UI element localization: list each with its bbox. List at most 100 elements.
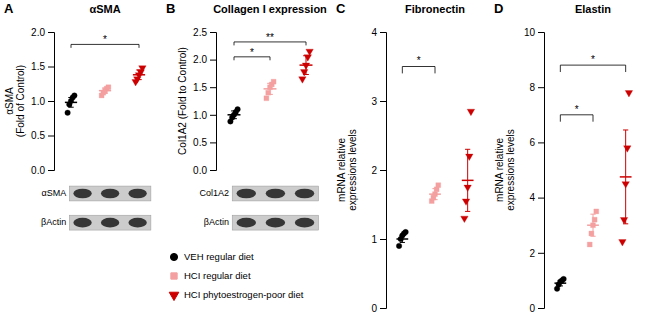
series [228, 107, 241, 125]
y-tick-label: 2 [529, 248, 535, 259]
y-tick-mark [48, 170, 54, 171]
y-axis: 0.00.51.01.52.0 [31, 27, 54, 176]
series [99, 85, 111, 98]
y-tick-mark [538, 142, 544, 143]
y-tick: 0.0 [31, 165, 54, 176]
y-axis-line [48, 33, 55, 171]
y-axis: 0 2 4 6 8 10 [524, 27, 545, 314]
title: αSMA [89, 3, 120, 15]
y-tick-label: 10 [524, 27, 536, 38]
series [429, 183, 441, 204]
y-tick-mark [380, 170, 386, 171]
blot: Col1A2βActin [199, 186, 318, 230]
point [464, 185, 471, 191]
panel-label: C [336, 1, 346, 16]
panel: BCollagen I expression0.00.51.01.52.02.5… [166, 1, 327, 301]
point [266, 90, 271, 95]
panel: AαSMA0.00.51.01.52.0αSMA(Fold of Control… [4, 1, 151, 230]
significance-label: ** [266, 32, 274, 43]
panel: DElastin0246810mRNA relativeexpressions … [494, 1, 633, 314]
point [594, 209, 599, 214]
y-tick: 0.5 [31, 130, 54, 141]
blot-band [295, 189, 314, 199]
point [592, 217, 597, 222]
mean-line [620, 176, 632, 178]
y-tick-mark [538, 32, 544, 33]
y-tick: 10 [524, 27, 544, 38]
background [0, 0, 650, 319]
y-tick: 0 [371, 303, 386, 314]
point [433, 192, 438, 197]
point [462, 199, 469, 205]
point [622, 182, 629, 188]
error-bar-cap [400, 242, 405, 243]
y-tick-mark [380, 32, 386, 33]
point [591, 223, 596, 228]
y-tick-label: 0 [371, 303, 377, 314]
point [300, 70, 307, 76]
legend-label: HCI regular diet [184, 270, 251, 281]
y-tick-label: 2 [371, 165, 377, 176]
y-tick-mark [380, 308, 386, 309]
y-axis-title: αSMA(Fold of Control) [4, 65, 26, 137]
significance-bracket [560, 115, 593, 122]
y-tick: 2.0 [31, 27, 54, 38]
y-axis: 0.00.51.01.52.02.5 [193, 27, 216, 176]
blot-label: Col1A2 [199, 188, 229, 198]
y-tick: 0 [529, 303, 544, 314]
y-axis-line [380, 33, 387, 309]
plot-area [65, 66, 146, 116]
significance-label: * [417, 55, 421, 66]
panel: CFibronectin01234mRNA relativeexpression… [336, 1, 475, 314]
series [65, 93, 77, 116]
y-tick-mark [210, 60, 216, 61]
point [561, 276, 567, 282]
point [106, 85, 111, 90]
series [554, 276, 566, 291]
panel-label: D [494, 1, 503, 16]
series [299, 49, 314, 83]
point [589, 231, 594, 236]
blot-divider [69, 208, 151, 209]
y-tick-mark [210, 142, 216, 143]
y-tick: 3 [371, 96, 386, 107]
y-tick-mark [538, 253, 544, 254]
blot-divider [232, 208, 318, 209]
significance-label: * [103, 34, 107, 45]
y-tick-label: 4 [371, 27, 377, 38]
y-tick: 2.0 [193, 54, 216, 65]
blot-lane [232, 215, 318, 230]
series [132, 66, 146, 86]
y-tick-label: 2.0 [31, 27, 45, 38]
y-tick: 6 [529, 137, 544, 148]
blot-label: βActin [41, 217, 66, 227]
y-tick-mark [48, 67, 54, 68]
y-tick-label: 1.5 [193, 82, 207, 93]
point [403, 229, 409, 235]
y-tick-label: 1 [371, 234, 377, 245]
y-tick: 8 [529, 82, 544, 93]
point [587, 242, 592, 247]
y-tick-mark [48, 32, 54, 33]
y-axis-line [538, 33, 545, 309]
plot-area [554, 91, 632, 292]
point [235, 107, 241, 113]
blot-band [128, 218, 146, 228]
y-tick-mark [48, 136, 54, 137]
point [625, 91, 632, 97]
y-tick-label: 0 [529, 303, 535, 314]
blot-band [128, 189, 146, 199]
y-tick-mark [210, 87, 216, 88]
y-tick-mark [538, 308, 544, 309]
error-bar-cap [465, 211, 470, 212]
y-tick-label: 4 [529, 192, 535, 203]
point [306, 49, 313, 55]
legend-symbol [170, 253, 177, 260]
blot: αSMAβActin [41, 186, 151, 230]
y-tick-mark [538, 198, 544, 199]
y-tick-label: 1.5 [31, 61, 45, 72]
point [304, 55, 311, 61]
title: Collagen I expression [213, 3, 327, 15]
y-tick-label: 0.0 [193, 165, 207, 176]
y-tick: 1.5 [31, 61, 54, 72]
